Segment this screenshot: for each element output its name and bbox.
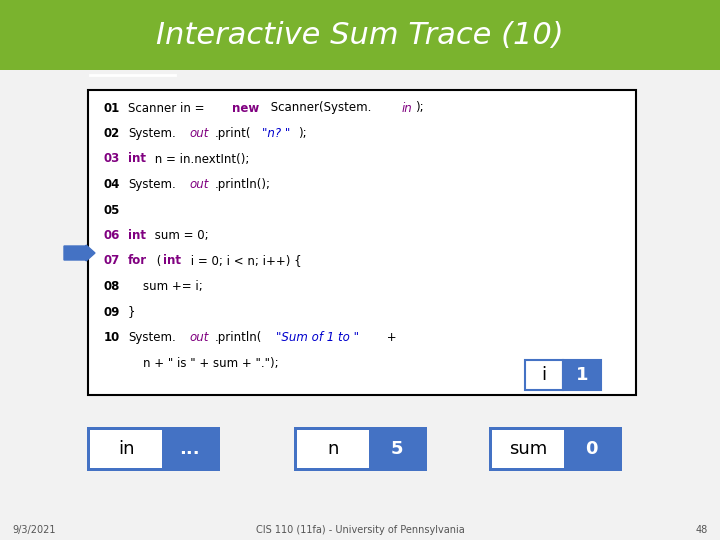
Text: 07: 07 [104,254,120,267]
Text: int: int [128,229,146,242]
Text: sum = 0;: sum = 0; [151,229,209,242]
Text: Scanner in =: Scanner in = [128,102,208,114]
Text: CIS 110 (11fa) - University of Pennsylvania: CIS 110 (11fa) - University of Pennsylva… [256,525,464,535]
Bar [0,0,720,70]
Text: n = in.nextInt();: n = in.nextInt(); [151,152,250,165]
Text: n + " is " + sum + ".");: n + " is " + sum + "."); [128,356,279,369]
Bar [297,430,369,468]
Bar [563,360,601,390]
Bar [525,360,563,390]
Text: sum += i;: sum += i; [128,280,203,293]
Text: i: i [541,366,546,384]
Bar [88,90,636,395]
Text: sum: sum [509,440,547,458]
FancyArrow shape [64,245,95,261]
Text: new: new [232,102,258,114]
Text: 5: 5 [390,440,402,458]
Text: out: out [189,331,209,344]
Text: System.: System. [128,127,176,140]
Text: );: ); [298,127,307,140]
Text: System.: System. [128,331,176,344]
Text: Scanner(System.: Scanner(System. [266,102,371,114]
Text: in: in [118,440,134,458]
Text: 10: 10 [104,331,120,344]
Text: 02: 02 [104,127,120,140]
Text: i = 0; i < n; i++) {: i = 0; i < n; i++) { [186,254,302,267]
Text: 48: 48 [696,525,708,535]
Bar [489,427,622,471]
Text: int: int [163,254,181,267]
Text: out: out [189,127,209,140]
Text: 03: 03 [104,152,120,165]
Text: "Sum of 1 to ": "Sum of 1 to " [276,331,359,344]
Text: 0: 0 [585,440,598,458]
Bar [87,427,220,471]
Bar [564,430,619,468]
Text: (: ( [153,254,161,267]
Text: System.: System. [128,178,176,191]
Bar [492,430,564,468]
Text: 05: 05 [104,204,120,217]
Text: );: ); [415,102,424,114]
Text: 1: 1 [576,366,588,384]
Text: +: + [383,331,397,344]
Text: .println(: .println( [215,331,262,344]
Text: Interactive Sum Trace (10): Interactive Sum Trace (10) [156,21,564,50]
Text: .println();: .println(); [215,178,271,191]
Text: 01: 01 [104,102,120,114]
Text: .print(: .print( [215,127,251,140]
Text: out: out [189,178,209,191]
Text: 09: 09 [104,306,120,319]
Text: 9/3/2021: 9/3/2021 [12,525,55,535]
Text: int: int [128,152,146,165]
Text: 04: 04 [104,178,120,191]
Bar [369,430,424,468]
Text: "n? ": "n? " [261,127,290,140]
Text: }: } [128,306,135,319]
Bar [162,430,217,468]
Bar [90,430,162,468]
Text: 08: 08 [104,280,120,293]
Text: 06: 06 [104,229,120,242]
Text: n: n [328,440,338,458]
Text: ...: ... [179,440,200,458]
Text: for: for [128,254,147,267]
Bar [294,427,427,471]
Text: in: in [401,102,412,114]
